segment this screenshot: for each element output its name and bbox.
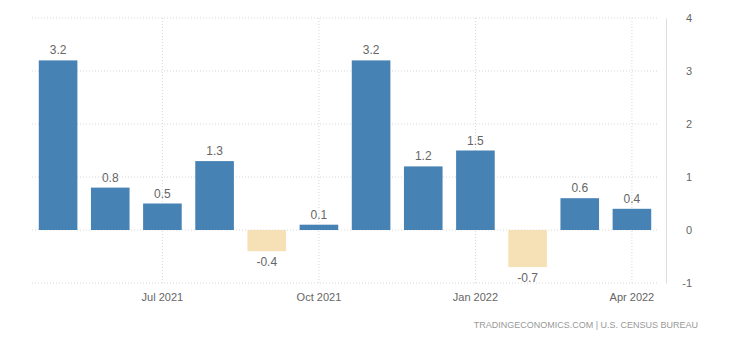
tick: 0: [666, 224, 692, 236]
grid-line: [32, 71, 658, 72]
grid-line: [318, 18, 319, 283]
grid: [32, 18, 658, 283]
data-label: 0.5: [154, 187, 171, 201]
data-label: 1.3: [206, 144, 223, 158]
tick: 2: [666, 118, 692, 130]
bar: [560, 198, 599, 230]
tick: Jul 2021: [142, 283, 184, 303]
source-note: TRADINGECONOMICS.COM | U.S. CENSUS BUREA…: [474, 320, 698, 330]
tick-label: 1: [686, 171, 692, 183]
bar: [508, 230, 547, 267]
tick-label: Apr 2022: [610, 291, 655, 303]
tick-label: -1: [682, 277, 692, 289]
tick: Jan 2022: [453, 283, 498, 303]
bar: [404, 166, 443, 230]
chart: 3.2 0.8 0.5 1.3 -0.4 0.1 3.2 1.2 1.5 -0.7 0.6 0.4 -1…: [0, 0, 730, 340]
grid-line: [32, 283, 658, 284]
bars: [39, 60, 651, 267]
bar: [613, 209, 652, 230]
bar: [300, 225, 339, 230]
bar: [91, 188, 130, 230]
bar: [143, 204, 182, 231]
data-label: -0.7: [517, 271, 538, 285]
tick: 3: [666, 65, 692, 77]
x-axis: Jul 2021 Oct 2021 Jan 2022 Apr 2022: [33, 283, 659, 303]
tick-label: Oct 2021: [297, 291, 342, 303]
y-axis: -1 0 1 2 3 4: [666, 12, 692, 289]
tick-label: 3: [686, 65, 692, 77]
grid-line: [32, 124, 658, 125]
bar: [352, 60, 391, 230]
grid-line: [162, 18, 163, 283]
tick: -1: [666, 277, 692, 289]
data-label: 0.1: [311, 208, 328, 222]
tick-label: 4: [686, 12, 692, 24]
tick-label: Jan 2022: [453, 291, 498, 303]
data-label: 0.8: [102, 171, 119, 185]
tick: 4: [666, 12, 692, 24]
bar: [247, 230, 286, 251]
axis-line: [33, 283, 659, 284]
data-label: 1.2: [415, 149, 432, 163]
grid-line: [32, 177, 658, 178]
bar: [39, 60, 78, 230]
data-label: -0.4: [256, 255, 277, 269]
data-label: 3.2: [50, 43, 67, 57]
tick: Oct 2021: [297, 283, 342, 303]
data-label: 0.4: [624, 192, 641, 206]
grid-line: [631, 18, 632, 283]
bar: [456, 151, 495, 231]
data-label: 1.5: [467, 134, 484, 148]
grid-line: [32, 18, 658, 19]
axis-line: [666, 19, 667, 284]
tick-label: Jul 2021: [142, 291, 184, 303]
tick-label: 0: [686, 224, 692, 236]
data-labels: 3.2 0.8 0.5 1.3 -0.4 0.1 3.2 1.2 1.5 -0.7 0.6 0.4: [50, 43, 641, 285]
data-label: 3.2: [363, 43, 380, 57]
bar: [195, 161, 234, 230]
tick-label: 2: [686, 118, 692, 130]
data-label: 0.6: [571, 181, 588, 195]
tick: Apr 2022: [610, 283, 655, 303]
tick: 1: [666, 171, 692, 183]
